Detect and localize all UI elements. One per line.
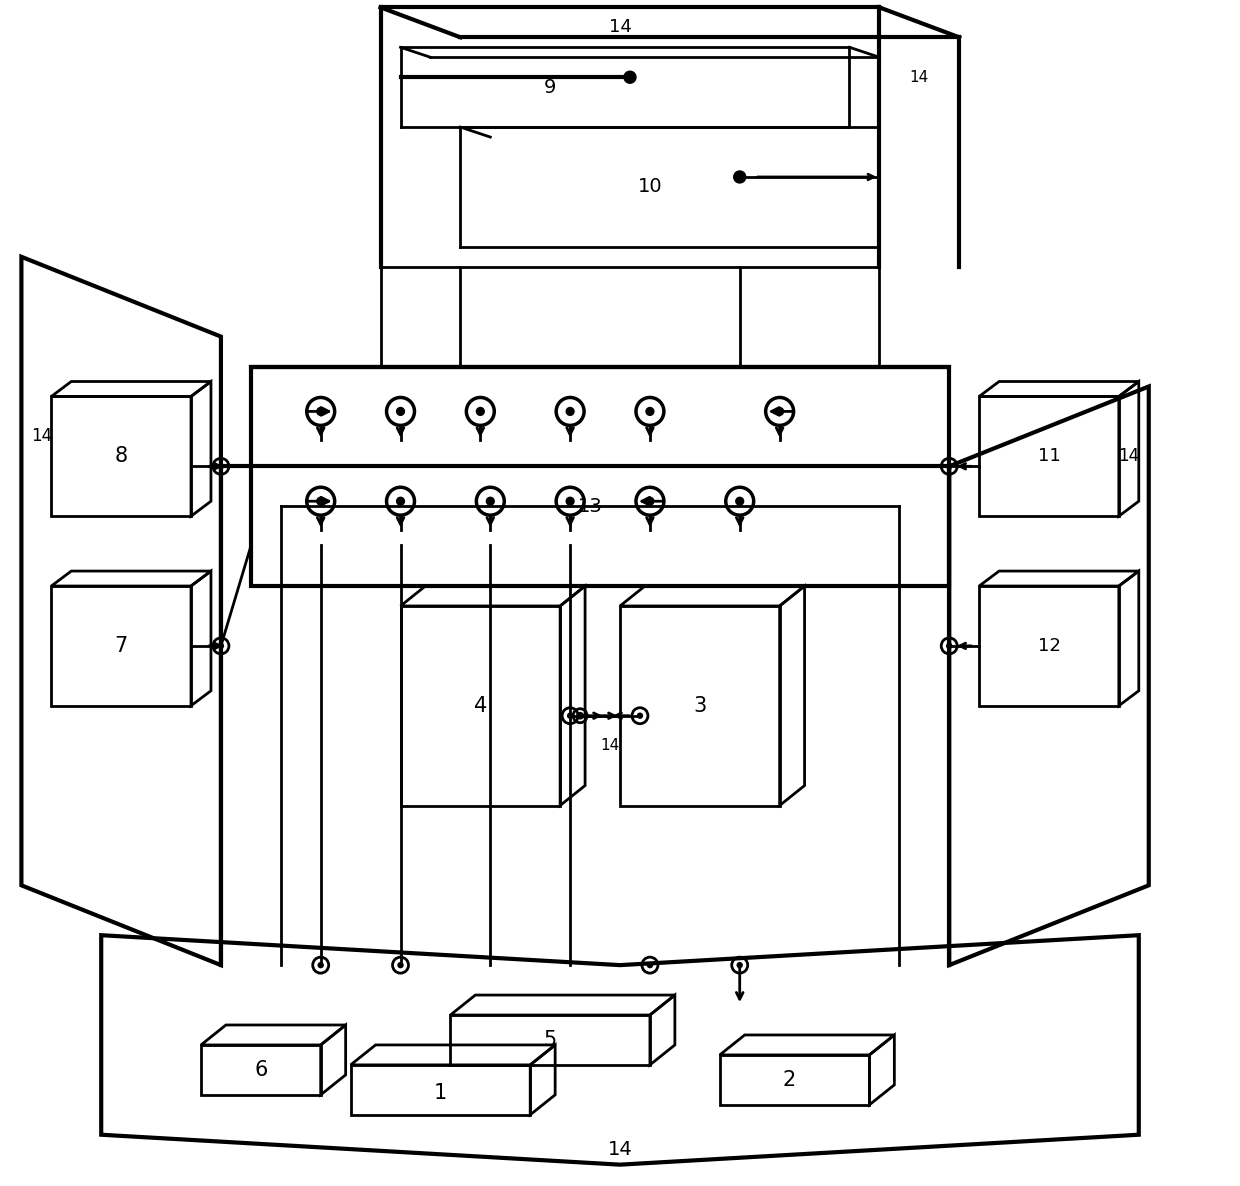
Circle shape <box>486 497 495 505</box>
Circle shape <box>946 643 952 649</box>
Circle shape <box>567 408 574 415</box>
Circle shape <box>578 713 583 719</box>
Text: 11: 11 <box>1038 447 1060 465</box>
Text: 6: 6 <box>254 1060 268 1080</box>
Circle shape <box>735 497 744 505</box>
Circle shape <box>738 963 743 968</box>
Circle shape <box>646 408 653 415</box>
Text: 12: 12 <box>1038 637 1060 655</box>
Text: 9: 9 <box>544 78 557 97</box>
Circle shape <box>319 963 324 968</box>
Text: 4: 4 <box>474 696 487 715</box>
Text: 10: 10 <box>637 178 662 197</box>
Text: 14: 14 <box>608 1140 632 1159</box>
Circle shape <box>218 464 223 468</box>
Text: 2: 2 <box>782 1070 796 1090</box>
Text: 7: 7 <box>114 636 128 656</box>
Text: 1: 1 <box>434 1083 448 1103</box>
Text: 3: 3 <box>693 696 707 715</box>
Text: 14: 14 <box>1118 447 1140 465</box>
Circle shape <box>397 497 404 505</box>
Text: 8: 8 <box>114 446 128 466</box>
Circle shape <box>647 963 652 968</box>
Circle shape <box>776 408 784 415</box>
Text: 5: 5 <box>543 1029 557 1050</box>
Circle shape <box>316 408 325 415</box>
Circle shape <box>568 713 573 719</box>
Text: 14: 14 <box>609 18 631 37</box>
Circle shape <box>946 464 952 468</box>
Circle shape <box>624 71 636 83</box>
Bar <box>250 366 950 586</box>
Text: 13: 13 <box>578 497 603 516</box>
Text: 14: 14 <box>31 427 52 446</box>
Circle shape <box>397 408 404 415</box>
Circle shape <box>637 713 642 719</box>
Circle shape <box>567 497 574 505</box>
Circle shape <box>316 497 325 505</box>
Circle shape <box>646 497 653 505</box>
Circle shape <box>398 963 403 968</box>
Circle shape <box>734 171 745 183</box>
Text: 14: 14 <box>600 738 620 753</box>
Circle shape <box>218 643 223 649</box>
Text: 14: 14 <box>910 70 929 84</box>
Circle shape <box>476 408 485 415</box>
